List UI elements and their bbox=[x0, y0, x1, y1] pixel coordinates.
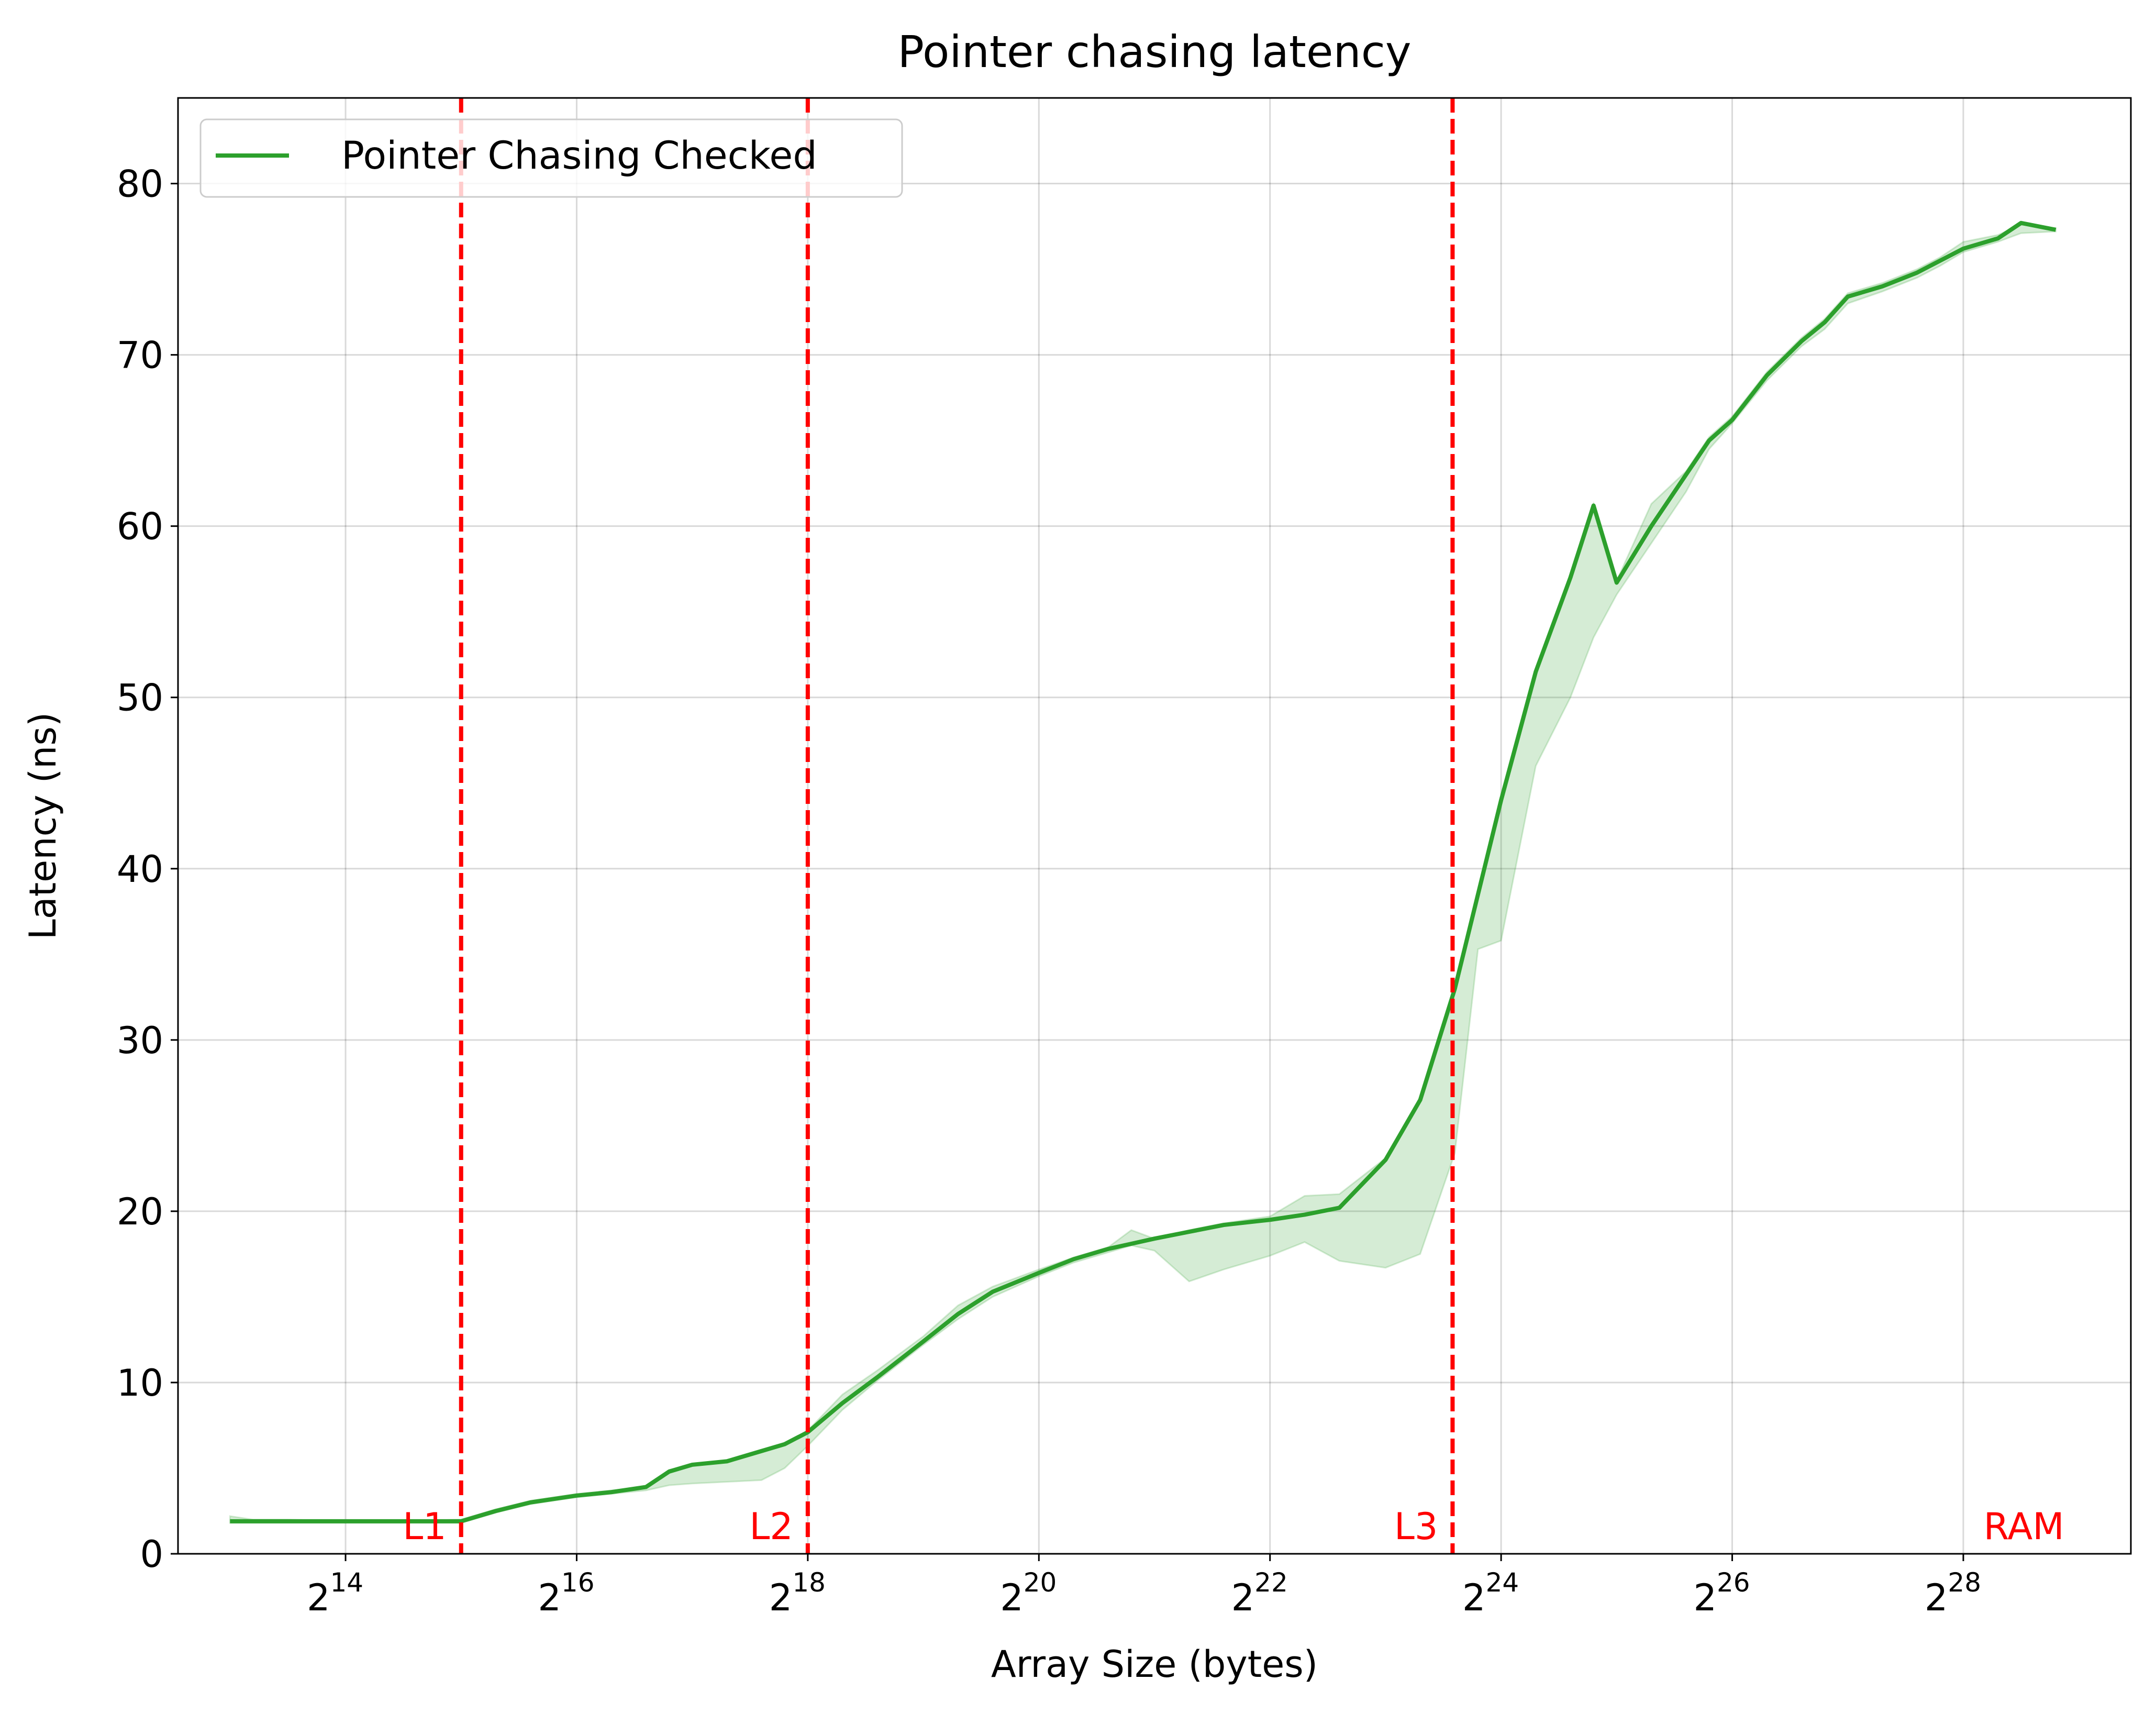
x-tick-label: 222 bbox=[1231, 1567, 1288, 1619]
legend-label: Pointer Chasing Checked bbox=[341, 134, 817, 178]
y-tick-label: 10 bbox=[117, 1362, 163, 1405]
y-tick-label: 50 bbox=[117, 677, 163, 720]
x-tick-label: 214 bbox=[307, 1567, 363, 1619]
series-band-0 bbox=[229, 224, 2057, 1524]
y-tick-label: 40 bbox=[117, 848, 163, 891]
x-tick-label: 218 bbox=[769, 1567, 826, 1619]
ref-label-l2: L2 bbox=[749, 1505, 793, 1548]
variability-band-layer bbox=[229, 224, 2057, 1524]
y-axis-label: Latency (ns) bbox=[21, 712, 64, 940]
ref-label-ram: RAM bbox=[1984, 1505, 2064, 1548]
y-tick-label: 70 bbox=[117, 334, 163, 377]
plot-frame bbox=[177, 97, 2132, 1555]
series-line-0 bbox=[230, 220, 2057, 1523]
chart-title: Pointer chasing latency bbox=[897, 26, 1411, 78]
y-tick-label: 30 bbox=[117, 1019, 163, 1062]
x-tick-label: 224 bbox=[1462, 1567, 1519, 1619]
reference-lines-layer: L1 L2 L3 RAM bbox=[403, 98, 2064, 1554]
series-line-layer bbox=[230, 220, 2057, 1523]
ref-label-l1: L1 bbox=[403, 1505, 447, 1548]
y-tick-label: 0 bbox=[140, 1533, 163, 1576]
x-tick-label: 226 bbox=[1693, 1567, 1750, 1619]
x-tick-label: 228 bbox=[1925, 1567, 1981, 1619]
legend-box bbox=[199, 118, 903, 198]
plot-area bbox=[178, 98, 2131, 1554]
x-tick-label: 216 bbox=[538, 1567, 594, 1619]
axis-ticks: 0 10 20 30 40 50 60 70 80 214 216 218 220 222 224 226 22… bbox=[117, 163, 1981, 1619]
legend: Pointer Chasing Checked bbox=[199, 118, 903, 198]
x-tick-label: 220 bbox=[1000, 1567, 1057, 1619]
x-axis-label: Array Size (bytes) bbox=[991, 1643, 1318, 1686]
ref-label-l3: L3 bbox=[1394, 1505, 1438, 1548]
y-tick-label: 20 bbox=[117, 1190, 163, 1233]
y-tick-label: 80 bbox=[117, 163, 163, 206]
y-tick-label: 60 bbox=[117, 505, 163, 548]
